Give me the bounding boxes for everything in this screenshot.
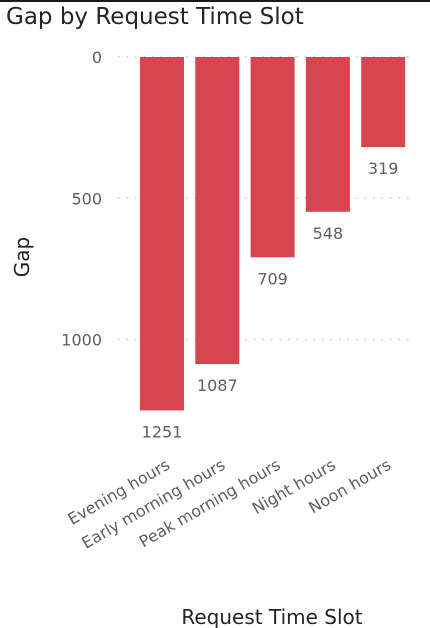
data-label: 709 [257, 269, 288, 288]
data-label: 1251 [142, 422, 183, 441]
chart-title: Gap by Request Time Slot [6, 4, 304, 30]
data-label: 1087 [197, 376, 238, 395]
bar [361, 57, 406, 148]
y-axis-title: Gap [10, 237, 34, 277]
data-label: 319 [368, 159, 399, 178]
y-tick-label: 1000 [61, 331, 102, 350]
x-axis-title: Request Time Slot [181, 605, 362, 628]
y-tick-label: 500 [71, 189, 102, 208]
y-tick-label: 0 [92, 48, 102, 67]
data-label: 548 [313, 224, 344, 243]
bar [140, 57, 184, 411]
top-border [0, 0, 430, 2]
bar [250, 57, 295, 258]
bar [195, 57, 240, 365]
bar [305, 57, 350, 212]
